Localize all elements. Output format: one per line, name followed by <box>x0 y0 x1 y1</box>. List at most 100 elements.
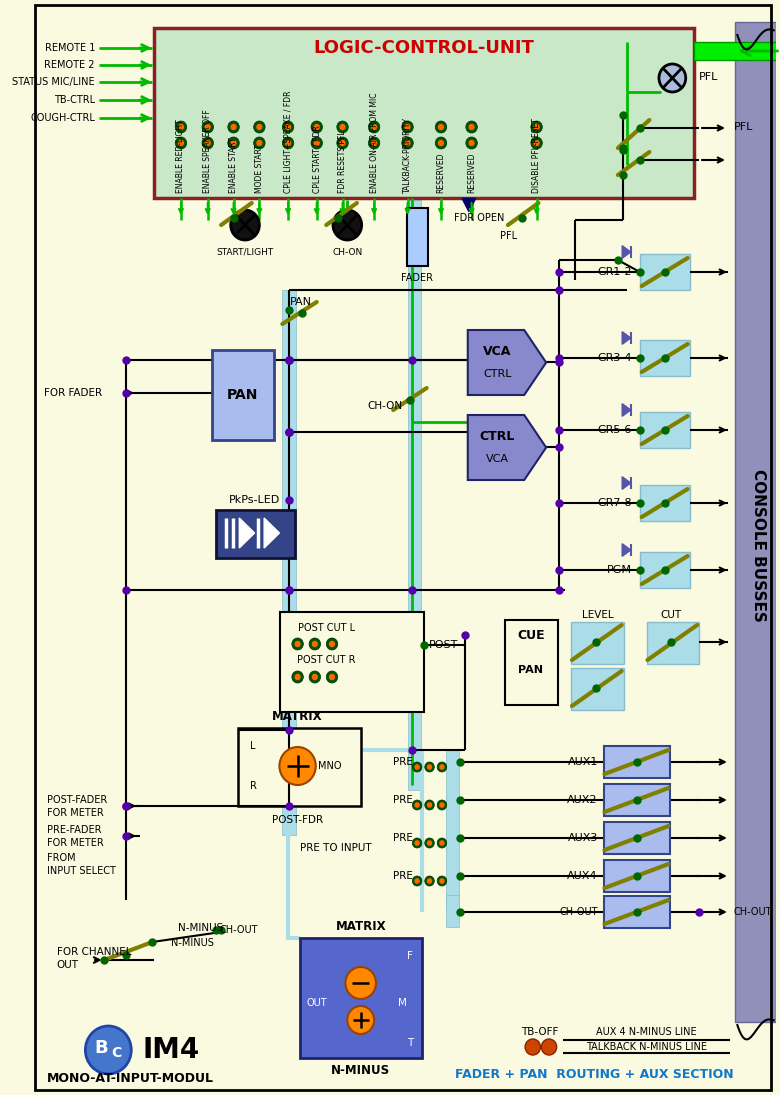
Circle shape <box>314 140 319 146</box>
Circle shape <box>466 137 477 149</box>
Circle shape <box>466 122 477 132</box>
Circle shape <box>295 675 300 680</box>
Circle shape <box>437 762 447 772</box>
Text: VCA: VCA <box>486 453 509 463</box>
Text: MATRIX: MATRIX <box>272 710 323 723</box>
Circle shape <box>257 140 262 146</box>
Circle shape <box>313 675 317 680</box>
Circle shape <box>402 137 413 149</box>
Circle shape <box>337 137 349 149</box>
Circle shape <box>415 879 419 883</box>
Circle shape <box>435 137 447 149</box>
Text: AUX3: AUX3 <box>567 833 597 843</box>
Bar <box>300 938 422 1058</box>
Text: FROM: FROM <box>47 853 76 863</box>
Text: TB-CTRL: TB-CTRL <box>54 95 95 105</box>
Text: POST: POST <box>429 639 459 650</box>
Bar <box>282 290 296 835</box>
Text: FDR RESETS PFL: FDR RESETS PFL <box>338 130 347 193</box>
Circle shape <box>179 140 183 146</box>
Circle shape <box>413 800 422 810</box>
Circle shape <box>427 765 431 769</box>
Circle shape <box>440 841 444 845</box>
Polygon shape <box>239 518 254 548</box>
Text: PRE TO INPUT: PRE TO INPUT <box>300 843 371 853</box>
Circle shape <box>340 125 345 129</box>
Text: FDR OPEN: FDR OPEN <box>454 214 505 223</box>
Bar <box>505 620 558 705</box>
Circle shape <box>427 803 431 807</box>
Polygon shape <box>468 415 546 480</box>
Polygon shape <box>622 476 631 489</box>
Text: MNO: MNO <box>318 761 342 771</box>
Text: N-MINUS: N-MINUS <box>172 938 214 948</box>
Circle shape <box>311 122 322 132</box>
Text: AUX 4 N-MINUS LINE: AUX 4 N-MINUS LINE <box>596 1027 697 1037</box>
Text: OUT: OUT <box>57 960 79 970</box>
Text: CUE: CUE <box>517 629 544 642</box>
Text: POST CUT R: POST CUT R <box>297 655 356 665</box>
Circle shape <box>470 140 474 146</box>
Circle shape <box>440 803 444 807</box>
Text: REMOTE 1: REMOTE 1 <box>44 43 95 53</box>
Circle shape <box>311 137 322 149</box>
Circle shape <box>326 671 338 683</box>
Circle shape <box>333 210 362 240</box>
Circle shape <box>279 747 316 785</box>
Text: PGM: PGM <box>607 565 633 575</box>
Text: PFL: PFL <box>699 72 718 82</box>
Text: FOR CHANNEL: FOR CHANNEL <box>57 947 131 957</box>
Text: FADER: FADER <box>401 273 433 283</box>
Text: REMOTE 2: REMOTE 2 <box>44 60 95 70</box>
Circle shape <box>525 1039 541 1054</box>
Text: ENABLE SPEAKER OFF: ENABLE SPEAKER OFF <box>204 110 212 193</box>
Bar <box>604 822 671 854</box>
Circle shape <box>415 765 419 769</box>
Text: L: L <box>250 741 255 751</box>
Text: AUX2: AUX2 <box>567 795 597 805</box>
Circle shape <box>85 1026 131 1074</box>
Text: FOR FADER: FOR FADER <box>44 388 102 397</box>
Circle shape <box>440 879 444 883</box>
Circle shape <box>541 1039 557 1054</box>
Text: COUGH-CTRL: COUGH-CTRL <box>30 113 95 123</box>
Text: TALKBACK N-MINUS LINE: TALKBACK N-MINUS LINE <box>586 1042 707 1052</box>
Bar <box>446 895 459 927</box>
Bar <box>571 668 623 710</box>
Circle shape <box>438 140 443 146</box>
Circle shape <box>413 876 422 886</box>
Circle shape <box>425 762 434 772</box>
Circle shape <box>326 638 338 650</box>
Bar <box>694 42 780 60</box>
Circle shape <box>413 762 422 772</box>
Circle shape <box>314 125 319 129</box>
Text: AUX4: AUX4 <box>567 871 597 881</box>
Circle shape <box>205 125 210 129</box>
Circle shape <box>372 140 377 146</box>
Circle shape <box>425 800 434 810</box>
Text: POST-FADER: POST-FADER <box>47 795 108 805</box>
Text: CTRL: CTRL <box>480 430 516 443</box>
Circle shape <box>427 841 431 845</box>
Circle shape <box>347 1006 374 1034</box>
Bar <box>604 746 671 779</box>
Bar <box>446 750 459 910</box>
Text: RESERVED: RESERVED <box>437 152 445 193</box>
Text: B: B <box>95 1039 108 1057</box>
Text: PRE: PRE <box>393 795 413 805</box>
Circle shape <box>285 125 290 129</box>
Text: START/LIGHT: START/LIGHT <box>216 247 274 256</box>
Text: PRE: PRE <box>393 871 413 881</box>
Circle shape <box>228 137 239 149</box>
Circle shape <box>470 125 474 129</box>
Circle shape <box>413 838 422 848</box>
Circle shape <box>176 122 186 132</box>
Bar <box>407 200 421 789</box>
Text: IM4: IM4 <box>143 1036 200 1064</box>
Circle shape <box>425 876 434 886</box>
Bar <box>640 341 690 376</box>
Circle shape <box>415 841 419 845</box>
Polygon shape <box>622 544 631 556</box>
Circle shape <box>254 137 265 149</box>
Text: MONO-AT-INPUT-MODUL: MONO-AT-INPUT-MODUL <box>47 1072 214 1084</box>
